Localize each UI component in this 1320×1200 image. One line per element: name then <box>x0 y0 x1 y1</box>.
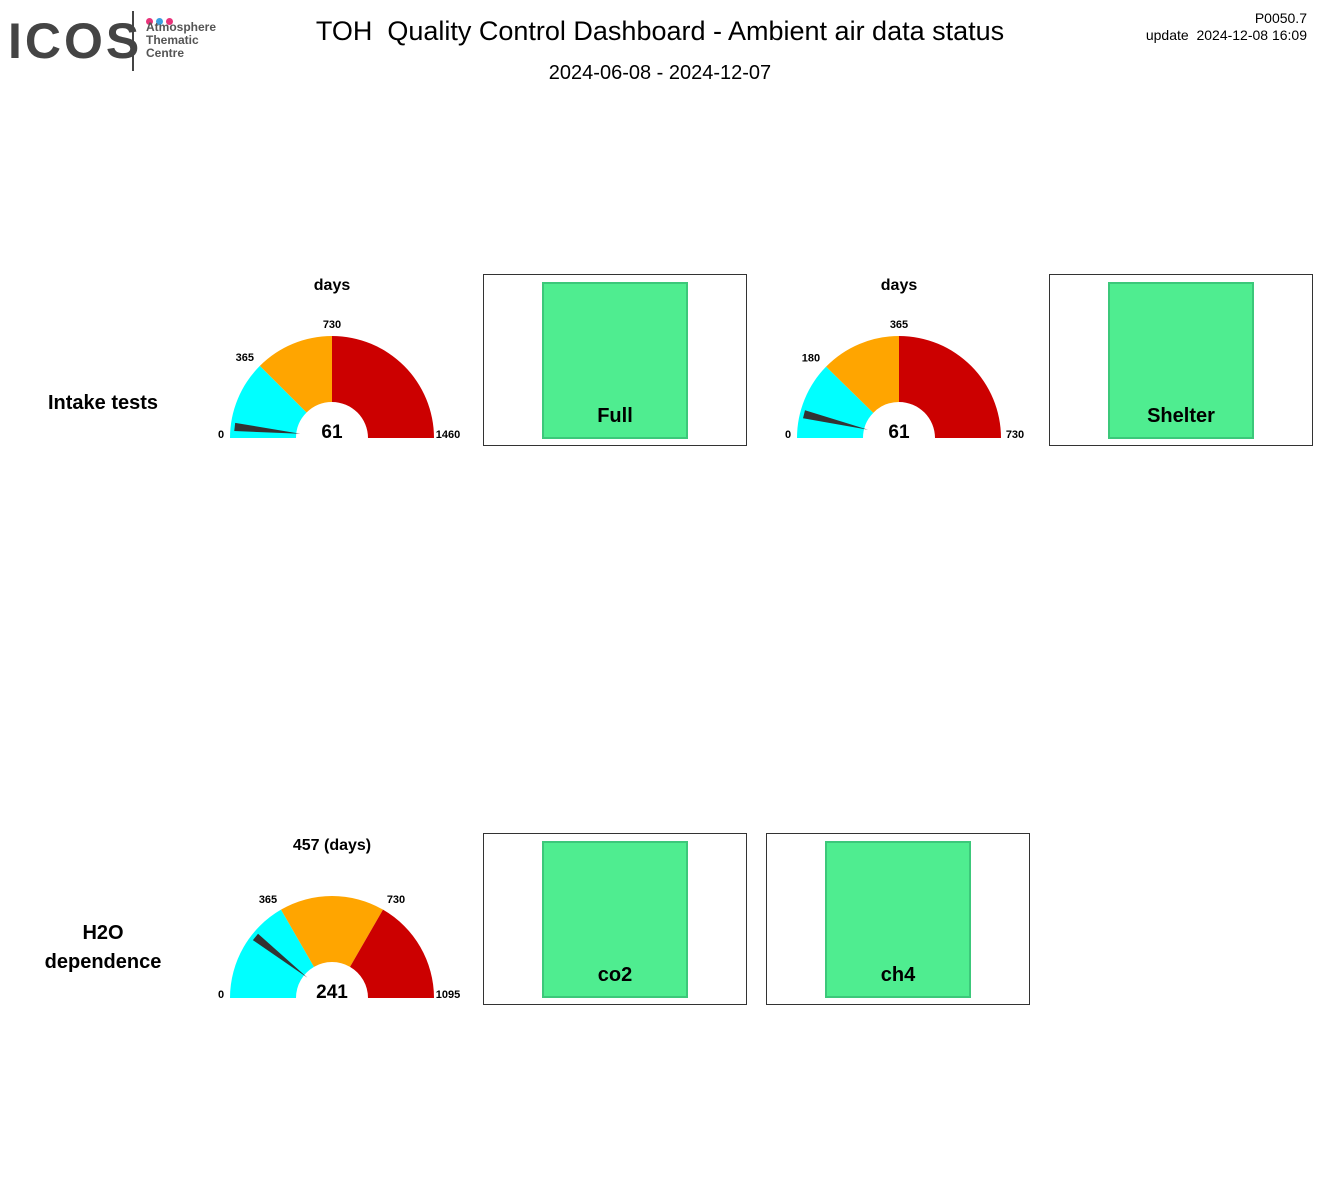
gauge-band-2 <box>826 336 899 413</box>
row-label-intake-tests: Intake tests <box>8 389 198 418</box>
gauge-tick-max: 1460 <box>436 429 460 441</box>
date-range: 2024-06-08 - 2024-12-07 <box>548 62 772 84</box>
gauge-tick-max: 1095 <box>436 989 460 1001</box>
page-title: TOH Quality Control Dashboard - Ambient … <box>315 16 1005 46</box>
gauge-intake-full: days 61 0 1460 365 730 <box>218 277 460 443</box>
gauge-value: 241 <box>316 982 348 1003</box>
gauge-tick-1: 180 <box>802 353 820 365</box>
row-label-line: Intake tests <box>47 392 159 414</box>
status-label: co2 <box>597 964 633 986</box>
row-label-h2o-dependence: H2O dependence <box>8 919 198 977</box>
gauge-tick-min: 0 <box>218 989 224 1001</box>
gauge-tick-2: 365 <box>890 319 908 331</box>
gauge-h2o-dependence: 457 (days) 241 0 1095 365 730 <box>218 837 460 1003</box>
row-label-line: dependence <box>44 951 162 973</box>
status-box-shelter: Shelter <box>1049 274 1313 446</box>
logo-line: Centre <box>146 46 185 60</box>
logo-dot <box>166 18 173 25</box>
status-label: Shelter <box>1147 405 1215 427</box>
logo-wordmark: ICOS <box>8 13 143 69</box>
logo-subtitle: Atmosphere Thematic Centre <box>146 21 216 60</box>
gauge-band-2 <box>281 896 383 967</box>
gauge-tick-2: 730 <box>387 894 405 906</box>
logo-dot <box>146 18 153 25</box>
status-box-full: Full <box>483 274 747 446</box>
status-indicator <box>542 282 688 439</box>
status-indicator <box>542 841 688 998</box>
gauge-tick-min: 0 <box>218 429 224 441</box>
gauge-title: days <box>314 277 351 294</box>
logo-divider <box>132 11 134 71</box>
gauge-needle <box>234 422 301 434</box>
gauge-band-2 <box>259 336 332 413</box>
gauge-band-1 <box>230 909 314 998</box>
status-box-co2: co2 <box>483 833 747 1005</box>
gauge-tick-1: 365 <box>259 894 277 906</box>
version-label: P0050.7 <box>1254 10 1307 26</box>
gauge-tick-min: 0 <box>785 429 791 441</box>
status-box-ch4: ch4 <box>766 833 1030 1005</box>
gauge-value: 61 <box>321 422 343 443</box>
status-label: ch4 <box>880 964 916 986</box>
gauge-tick-2: 730 <box>323 319 341 331</box>
status-indicator <box>825 841 971 998</box>
logo-dots-icon <box>146 12 176 25</box>
gauge-title: 457 (days) <box>293 837 371 854</box>
row-label-line: H2O <box>82 922 124 944</box>
gauge-value: 61 <box>888 422 910 443</box>
gauge-title: days <box>881 277 918 294</box>
gauge-tick-max: 730 <box>1006 429 1024 441</box>
update-timestamp: update 2024-12-08 16:09 <box>1145 27 1307 43</box>
logo-dot <box>156 18 163 25</box>
gauge-band-3 <box>899 336 1001 438</box>
gauge-tick-1: 365 <box>236 352 254 364</box>
gauge-band-3 <box>350 909 434 998</box>
status-indicator <box>1108 282 1254 439</box>
gauge-band-1 <box>230 365 307 438</box>
gauge-band-3 <box>332 336 434 438</box>
logo-line: Thematic <box>146 33 199 47</box>
logo-line: Atmosphere <box>146 20 217 34</box>
gauge-needle <box>252 933 308 978</box>
status-label: Full <box>597 405 633 427</box>
icos-logo: ICOS Atmosphere Thematic Centre <box>8 8 238 76</box>
gauge-needle <box>803 410 869 430</box>
gauge-intake-shelter: days 61 0 730 180 365 <box>785 277 1024 443</box>
